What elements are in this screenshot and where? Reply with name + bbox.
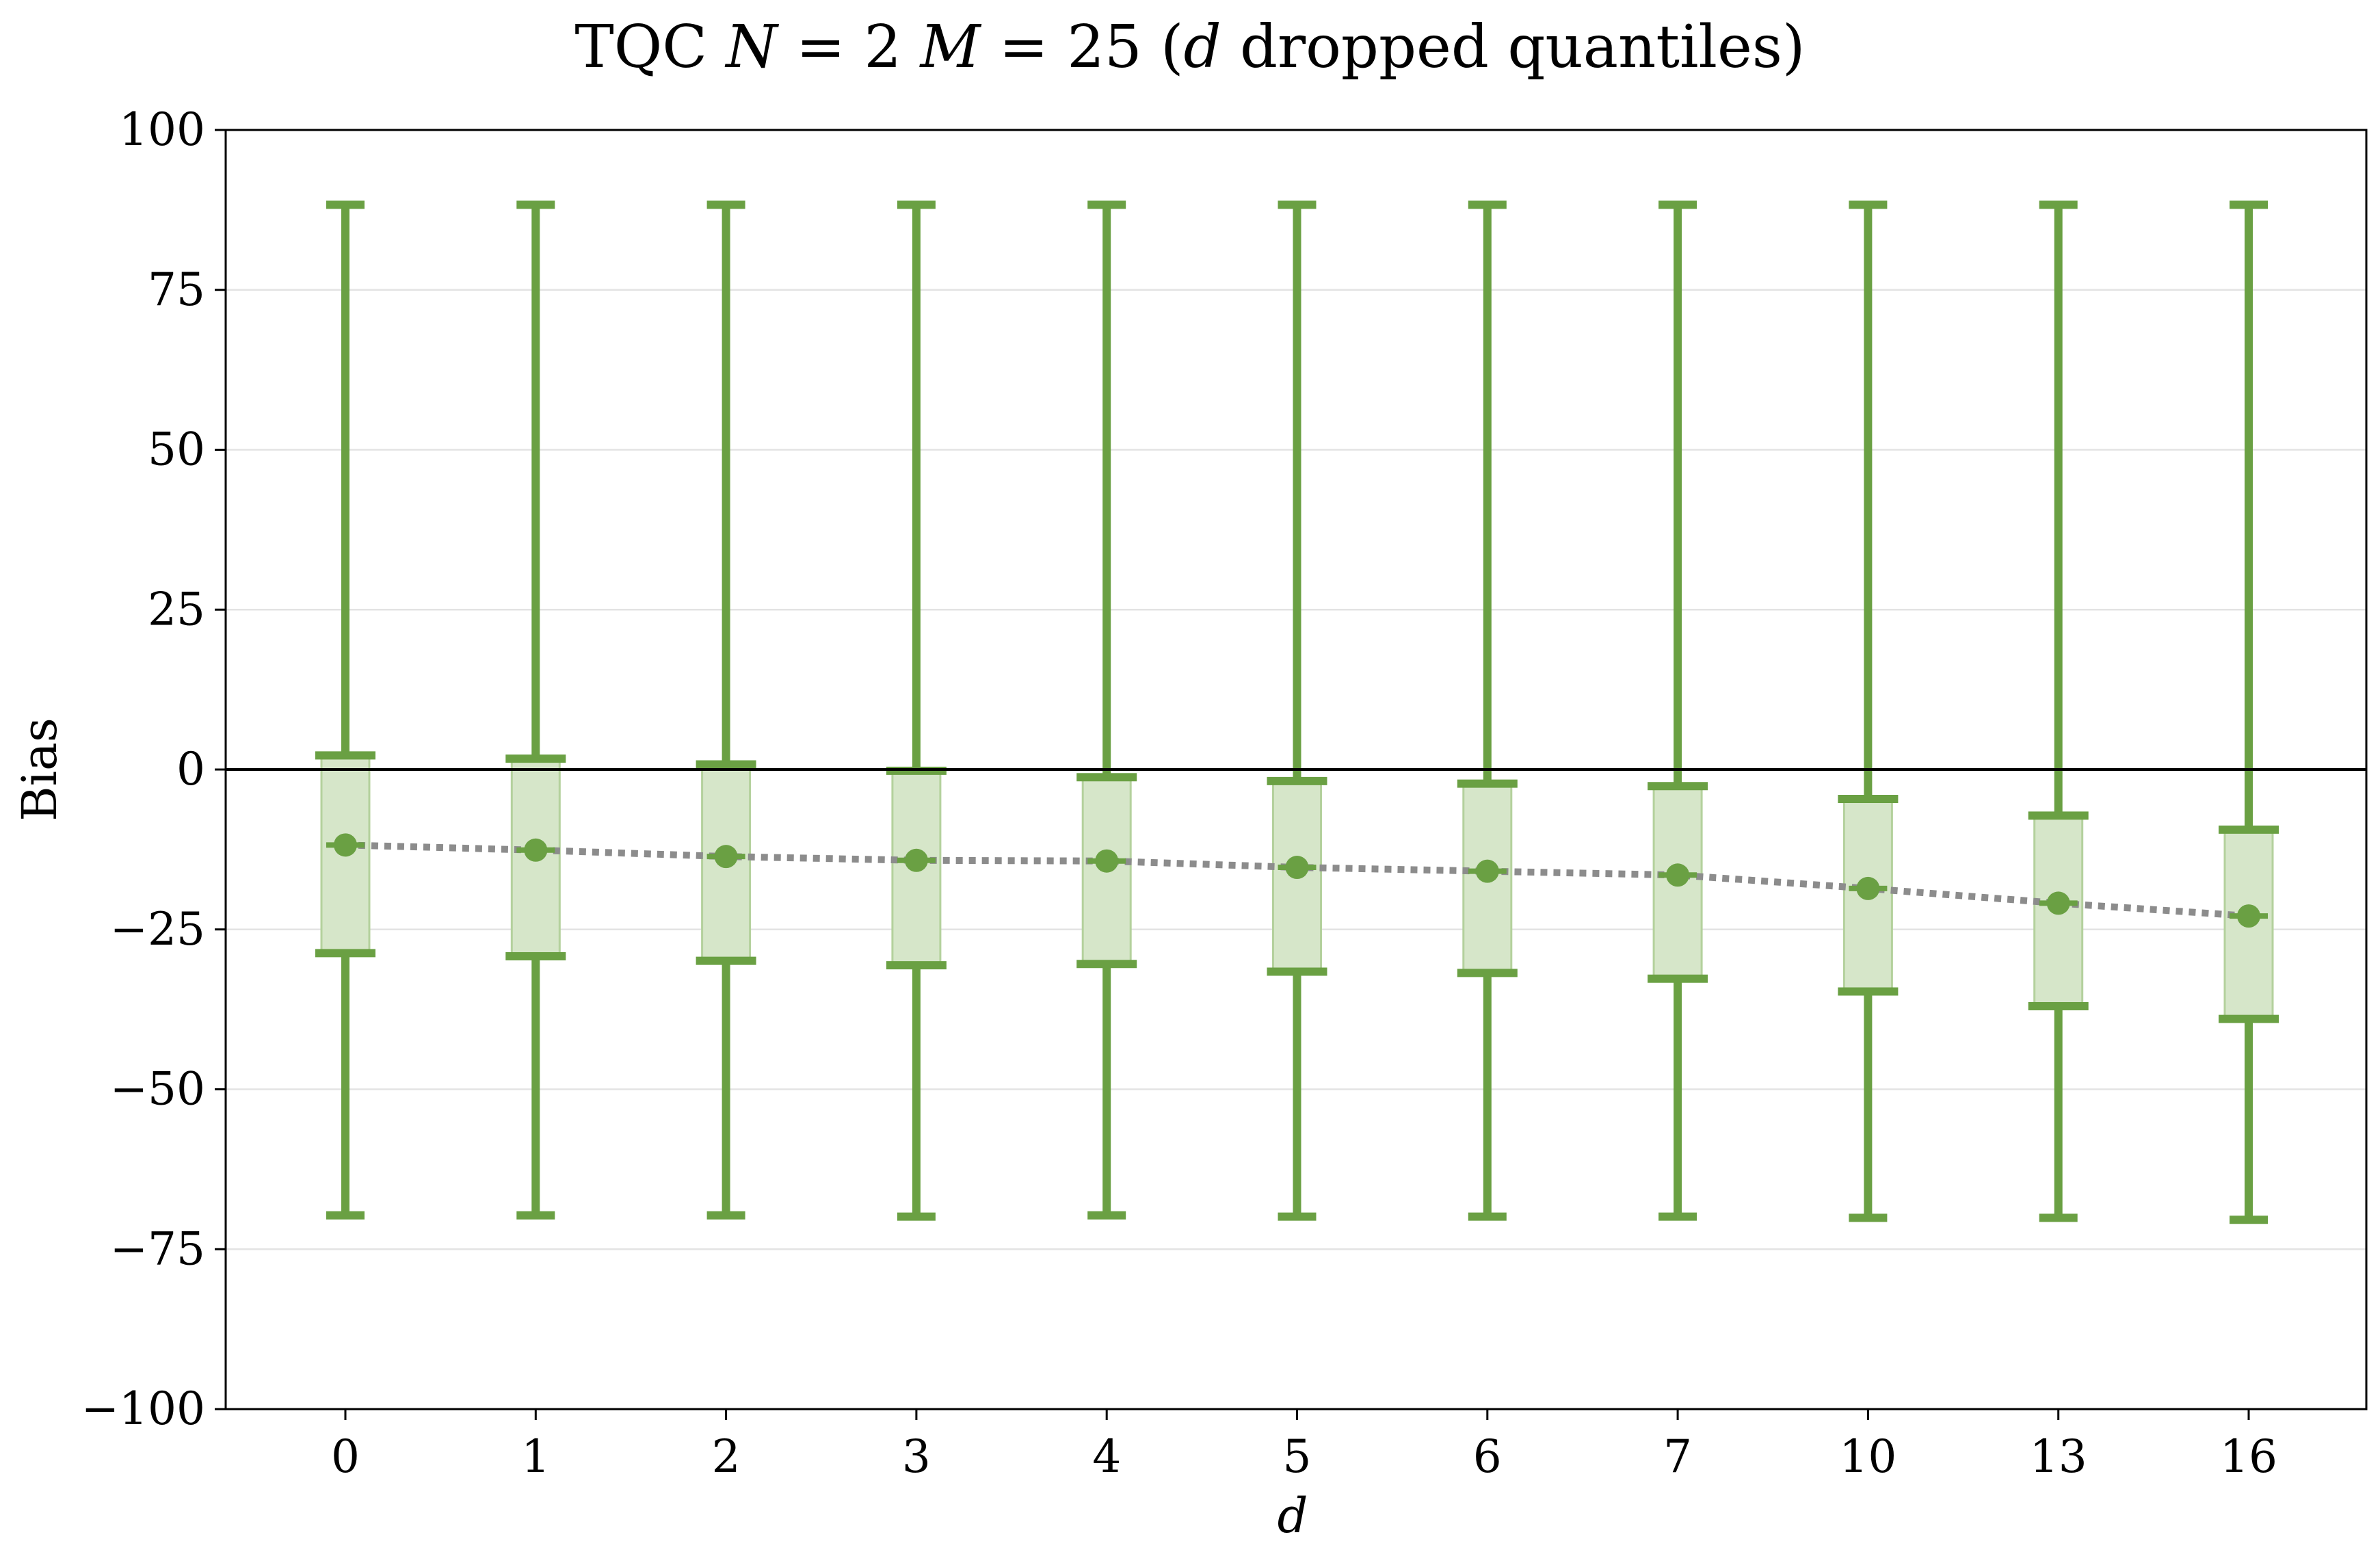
x-tick-label: 1 <box>521 1430 550 1483</box>
mean-point-7 <box>1666 863 1690 887</box>
y-tick-label: −100 <box>81 1382 205 1435</box>
x-axis-label: d <box>1278 1488 1308 1544</box>
y-tick-label: −75 <box>110 1222 205 1275</box>
axes: −100 −75 −50 −25 0 25 50 75 100 0 1 2 3 4 5 6 7 10 13 16 <box>81 103 2368 1483</box>
x-tick-label: 5 <box>1283 1430 1312 1483</box>
labels: TQC N = 2 M = 25 (d dropped quantiles) d… <box>12 13 1806 1544</box>
x-tick-label: 4 <box>1092 1430 1121 1483</box>
x-tick-label: 2 <box>712 1430 741 1483</box>
mean-point-6 <box>1475 859 1499 883</box>
mean-point-16 <box>2237 904 2260 928</box>
x-tick-label: 0 <box>331 1430 360 1483</box>
chart-title: TQC N = 2 M = 25 (d dropped quantiles) <box>574 13 1805 81</box>
mean-line <box>326 833 2268 928</box>
x-tick-label: 3 <box>902 1430 931 1483</box>
mean-point-3 <box>904 848 928 872</box>
x-tick-label: 16 <box>2220 1430 2277 1483</box>
y-tick-label: 100 <box>119 103 205 156</box>
y-tick-label: 50 <box>148 423 205 476</box>
y-tick-label: 0 <box>176 743 205 796</box>
mean-point-13 <box>2046 891 2070 915</box>
mean-point-10 <box>1856 876 1880 900</box>
mean-point-0 <box>334 833 357 857</box>
x-tick-label: 7 <box>1663 1430 1692 1483</box>
mean-point-5 <box>1285 856 1309 880</box>
y-tick-label: −25 <box>110 903 205 956</box>
mean-point-2 <box>714 845 738 869</box>
x-tick-label: 13 <box>2030 1430 2087 1483</box>
x-tick-label: 6 <box>1473 1430 1502 1483</box>
y-axis-label: Bias <box>12 718 68 821</box>
mean-point-4 <box>1095 849 1119 873</box>
whiskers <box>315 200 2279 1224</box>
x-tick-label: 10 <box>1839 1430 1896 1483</box>
y-tick-label: 75 <box>148 263 205 316</box>
y-tick-label: −50 <box>110 1063 205 1116</box>
y-tick-label: 25 <box>148 583 205 635</box>
mean-point-1 <box>524 838 548 862</box>
